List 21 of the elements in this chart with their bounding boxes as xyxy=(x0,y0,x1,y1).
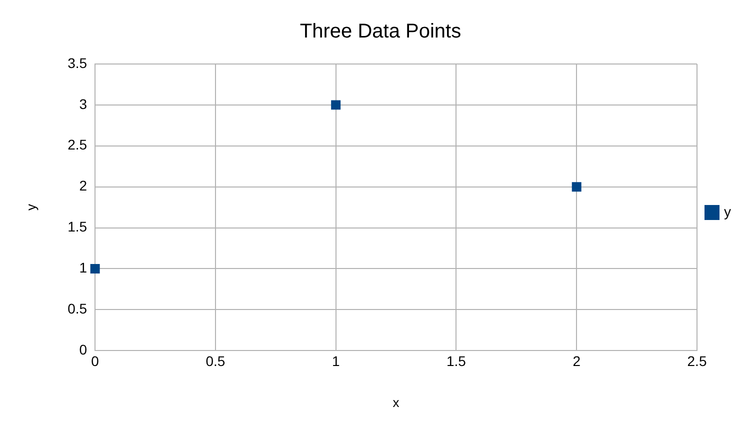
y-tick-label: 1.5 xyxy=(68,218,88,235)
chart-title: Three Data Points xyxy=(300,20,462,43)
y-tick-label: 2 xyxy=(79,178,88,194)
point xyxy=(90,264,100,274)
x-tick-label: 1.5 xyxy=(446,352,466,369)
x-axis-title: x xyxy=(392,394,400,410)
y-tick-label: 2.5 xyxy=(68,136,88,153)
x-tick-label: 2.5 xyxy=(687,352,707,369)
y-tick-label: 3.5 xyxy=(68,54,88,71)
y-tick-label: 0 xyxy=(79,341,88,358)
point xyxy=(572,182,582,192)
x-tick-label: 0 xyxy=(91,352,100,369)
legend-label: y xyxy=(724,203,731,220)
x-tick-label: 2 xyxy=(572,352,581,369)
x-tick-label: 0.5 xyxy=(206,352,226,369)
y-tick-label: 1 xyxy=(79,260,88,276)
y-tick-label: 3 xyxy=(79,96,88,112)
y-tick-label: 0.5 xyxy=(68,300,88,317)
y-axis-title: y xyxy=(23,204,38,211)
x-tick-label: 1 xyxy=(332,352,340,369)
point xyxy=(331,100,341,110)
